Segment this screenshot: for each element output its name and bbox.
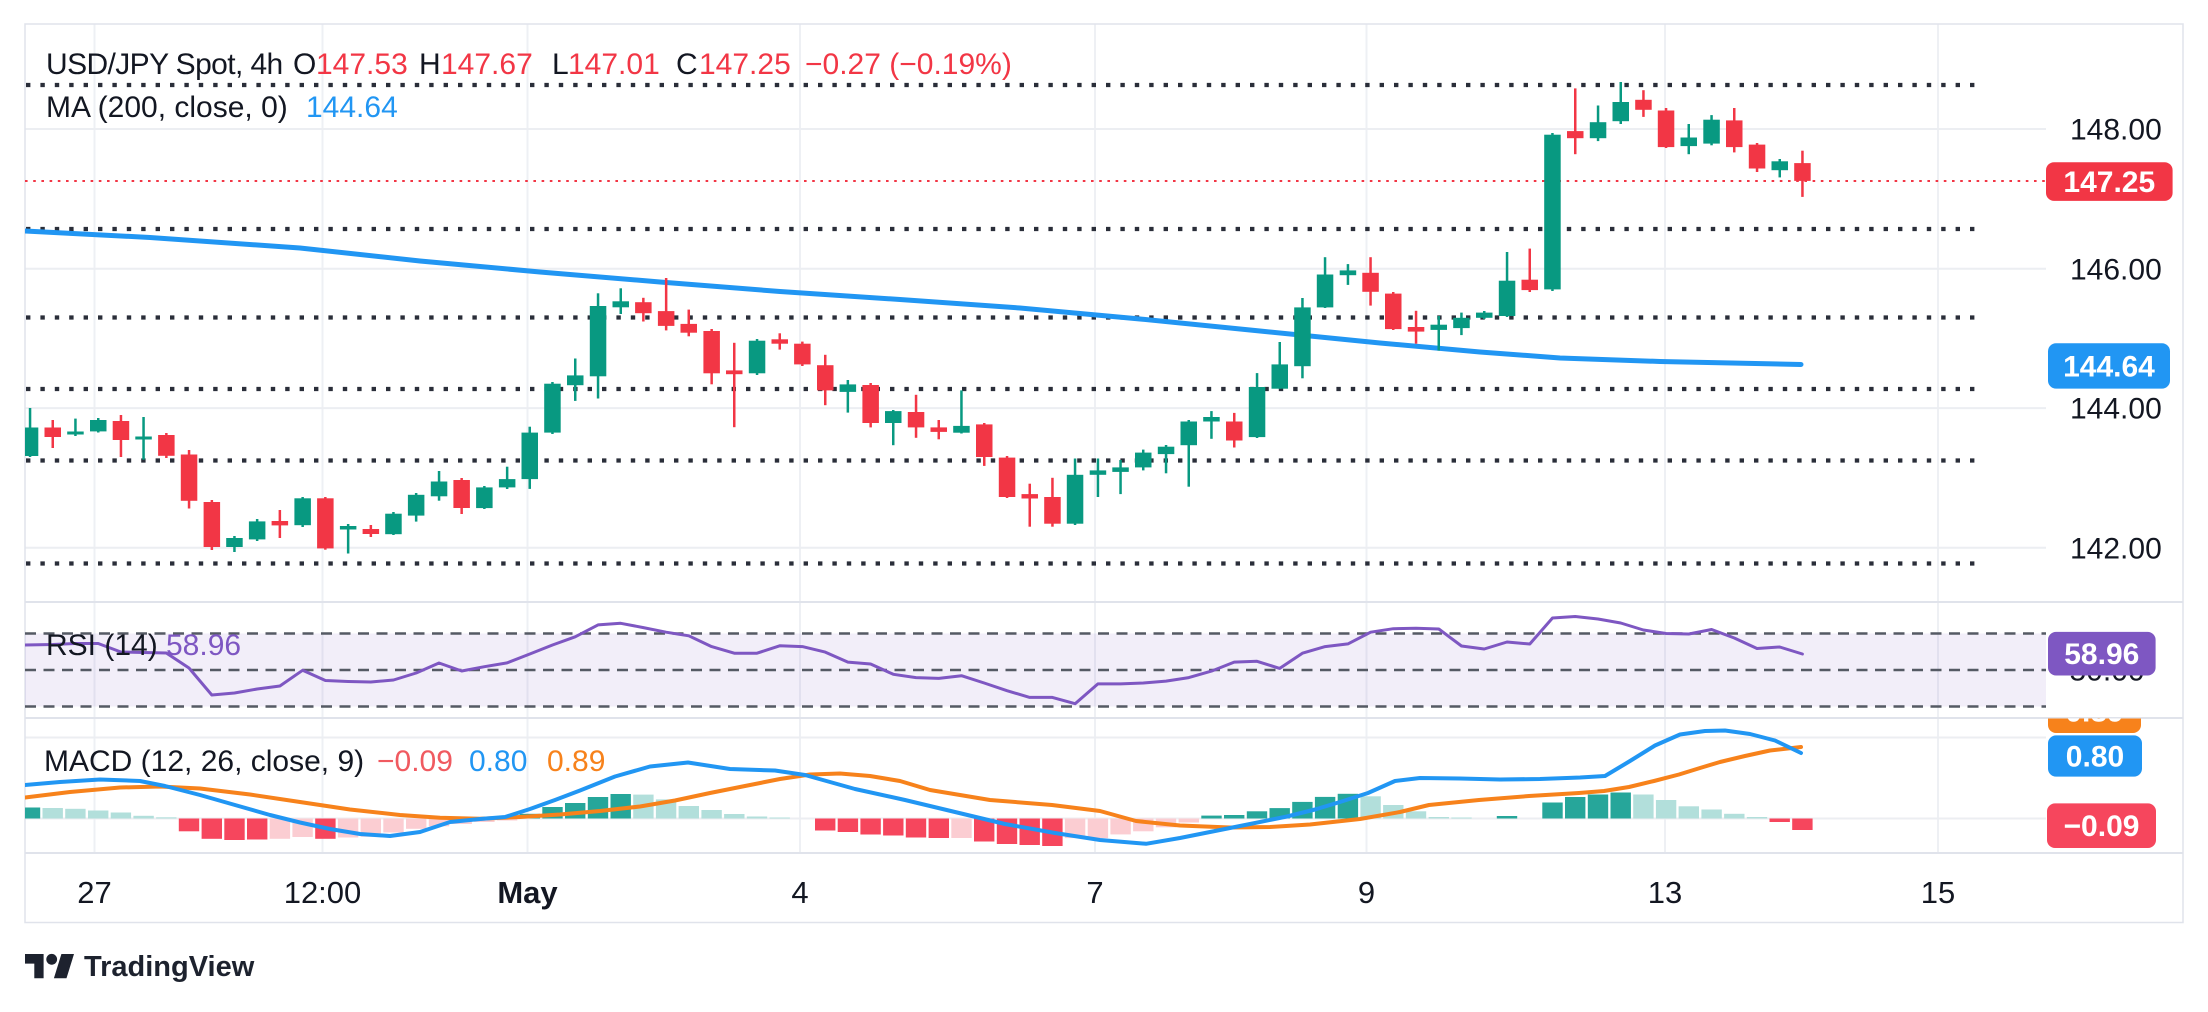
svg-text:4: 4 bbox=[791, 875, 808, 910]
svg-text:144.00: 144.00 bbox=[2070, 393, 2162, 426]
svg-text:58.96: 58.96 bbox=[2064, 638, 2139, 671]
svg-text:147.25: 147.25 bbox=[699, 48, 791, 81]
svg-text:147.01: 147.01 bbox=[568, 48, 660, 81]
svg-text:−0.09: −0.09 bbox=[2064, 810, 2140, 843]
svg-text:147.53: 147.53 bbox=[316, 48, 408, 81]
svg-text:0.89: 0.89 bbox=[547, 745, 605, 778]
svg-text:27: 27 bbox=[77, 875, 111, 910]
svg-text:May: May bbox=[497, 875, 558, 910]
svg-text:USD/JPY Spot, 4h: USD/JPY Spot, 4h bbox=[46, 48, 283, 81]
svg-text:12:00: 12:00 bbox=[284, 875, 362, 910]
svg-text:146.00: 146.00 bbox=[2070, 253, 2162, 286]
svg-text:9: 9 bbox=[1358, 875, 1375, 910]
svg-text:58.96: 58.96 bbox=[166, 629, 241, 662]
svg-text:0.89: 0.89 bbox=[2065, 696, 2123, 729]
svg-text:C: C bbox=[676, 48, 698, 81]
svg-text:MA (200, close, 0): MA (200, close, 0) bbox=[46, 91, 288, 124]
svg-text:15: 15 bbox=[1921, 875, 1955, 910]
svg-text:RSI (14): RSI (14) bbox=[46, 629, 158, 662]
svg-text:7: 7 bbox=[1086, 875, 1103, 910]
svg-text:0.80: 0.80 bbox=[469, 745, 527, 778]
svg-text:144.64: 144.64 bbox=[306, 91, 398, 124]
svg-text:0.80: 0.80 bbox=[2066, 741, 2124, 774]
svg-text:−0.27 (−0.19%): −0.27 (−0.19%) bbox=[805, 48, 1012, 81]
svg-text:H: H bbox=[419, 48, 441, 81]
svg-text:−0.09: −0.09 bbox=[377, 745, 453, 778]
svg-text:O: O bbox=[293, 48, 316, 81]
svg-text:147.25: 147.25 bbox=[2063, 166, 2155, 199]
svg-text:L: L bbox=[552, 48, 569, 81]
svg-text:142.00: 142.00 bbox=[2070, 532, 2162, 565]
svg-text:13: 13 bbox=[1648, 875, 1682, 910]
svg-text:148.00: 148.00 bbox=[2070, 114, 2162, 147]
svg-text:MACD (12, 26, close, 9): MACD (12, 26, close, 9) bbox=[44, 745, 364, 778]
svg-text:147.67: 147.67 bbox=[441, 48, 533, 81]
svg-text:TradingView: TradingView bbox=[84, 951, 255, 983]
svg-text:144.64: 144.64 bbox=[2063, 350, 2155, 383]
